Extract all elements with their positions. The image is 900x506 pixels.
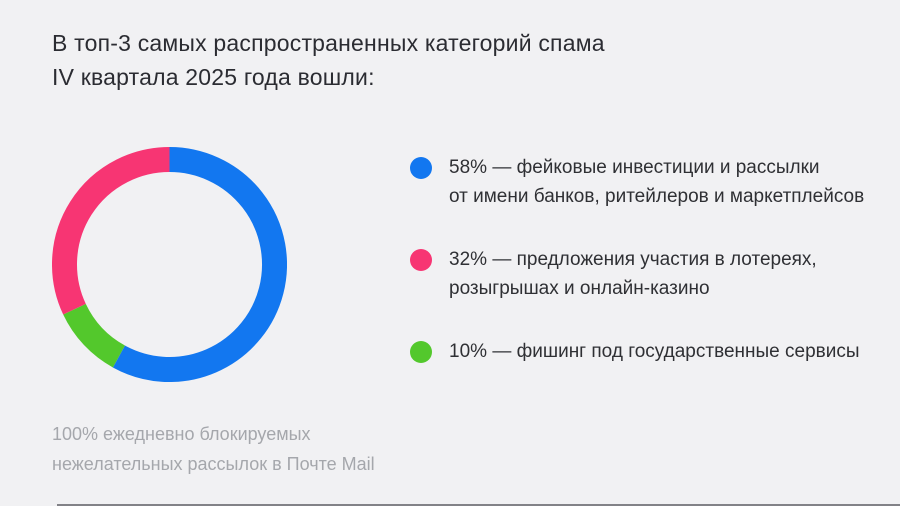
legend-item-percent: 32% [449,249,488,270]
footnote: 100% ежедневно блокируемых нежелательных… [52,419,375,479]
legend-item-label: 32% — предложения участия в лотереях, ро… [449,245,817,303]
donut-segment-2 [52,147,170,315]
legend: 58% — фейковые инвестиции и рассылки от … [410,153,864,366]
legend-item-lotteries: 32% — предложения участия в лотереях, ро… [410,245,864,303]
footnote-line-1: 100% ежедневно блокируемых [52,424,311,444]
title-line-1: В топ-3 самых распространенных категорий… [52,30,605,56]
legend-item-line-2: розыгрышах и онлайн-казино [449,278,710,299]
donut-segment-1 [63,303,126,368]
legend-item-investments: 58% — фейковые инвестиции и рассылки от … [410,153,864,211]
legend-item-line-1: 10% — фишинг под государственные сервисы [449,341,860,362]
bottom-edge-line [57,504,900,506]
donut-chart-svg [52,147,287,382]
donut-segment-0 [112,147,287,382]
legend-item-percent: 58% [449,157,488,178]
legend-item-percent: 10% [449,341,488,362]
donut-chart [52,147,287,382]
legend-item-line-1: 58% — фейковые инвестиции и рассылки [449,157,820,178]
footnote-line-2: нежелательных рассылок в Почте Mail [52,454,375,474]
legend-item-line-1: 32% — предложения участия в лотереях, [449,249,817,270]
legend-item-label: 10% — фишинг под государственные сервисы [449,337,860,366]
legend-dot-green-icon [410,341,432,363]
page-title: В топ-3 самых распространенных категорий… [52,26,605,94]
legend-item-label: 58% — фейковые инвестиции и рассылки от … [449,153,864,211]
legend-dot-pink-icon [410,249,432,271]
title-line-2: IV квартала 2025 года вошли: [52,64,375,90]
legend-dot-blue-icon [410,157,432,179]
legend-item-phishing: 10% — фишинг под государственные сервисы [410,337,864,366]
legend-item-line-2: от имени банков, ритейлеров и маркетплей… [449,186,865,207]
